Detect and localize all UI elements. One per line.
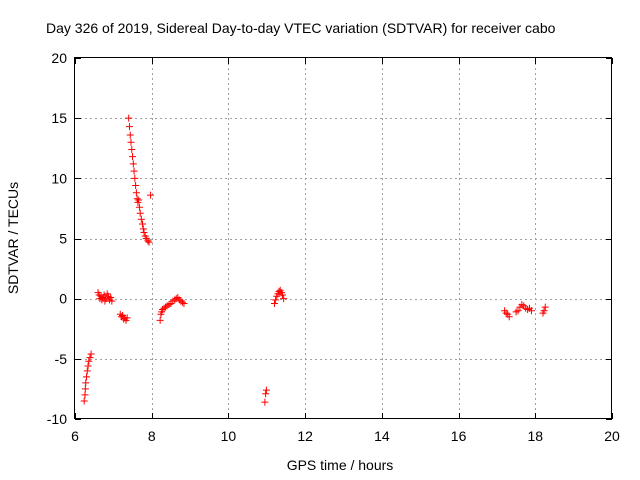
data-point (108, 297, 116, 305)
plot-frame (74, 57, 612, 419)
data-point (137, 215, 145, 223)
data-point (135, 203, 143, 211)
data-point (178, 298, 186, 306)
data-point (127, 138, 135, 146)
data-point (83, 373, 91, 381)
data-point (136, 209, 144, 217)
data-point (279, 291, 287, 299)
data-point (129, 160, 137, 168)
data-point (512, 308, 520, 316)
data-points (80, 114, 549, 406)
data-point (139, 220, 147, 228)
data-point (81, 391, 89, 399)
data-point (180, 299, 188, 307)
data-point (262, 390, 270, 398)
data-point (139, 225, 147, 233)
data-point (131, 174, 139, 182)
data-point (132, 189, 140, 197)
data-point (144, 237, 152, 245)
data-point (128, 145, 136, 153)
data-point (140, 228, 148, 236)
x-tick-label: 14 (374, 428, 390, 444)
data-point (130, 167, 138, 175)
x-tick-label: 16 (451, 428, 467, 444)
data-point (100, 291, 108, 299)
data-point (126, 131, 134, 139)
y-tick-label: -5 (55, 351, 68, 367)
data-point (82, 379, 90, 387)
y-tick-label: -10 (47, 411, 67, 427)
data-point (135, 196, 143, 204)
data-point (502, 309, 510, 317)
data-point (84, 362, 92, 370)
data-point (81, 385, 89, 393)
grid (75, 58, 612, 419)
data-point (87, 350, 95, 358)
data-point (129, 153, 137, 161)
y-tick-label: 15 (51, 110, 67, 126)
y-tick-label: 20 (51, 50, 67, 66)
data-point (505, 313, 513, 321)
data-point (524, 305, 532, 313)
data-point (156, 316, 164, 324)
data-point (527, 307, 535, 315)
data-point (133, 195, 141, 203)
data-point (261, 398, 269, 406)
data-point (145, 238, 153, 246)
y-tick-label: 0 (59, 291, 67, 307)
data-point (83, 367, 91, 375)
data-point (107, 293, 115, 301)
data-point (514, 307, 522, 315)
y-tick-label: 5 (59, 231, 67, 247)
data-point (280, 295, 288, 303)
data-point (132, 182, 140, 190)
x-axis-label: GPS time / hours (287, 457, 394, 473)
x-tick-label: 6 (71, 428, 79, 444)
x-tick-label: 8 (148, 428, 156, 444)
data-point (262, 386, 270, 394)
y-axis-label: SDTVAR / TECUs (5, 182, 21, 294)
chart-title: Day 326 of 2019, Sidereal Day-to-day VTE… (46, 20, 556, 36)
data-point (85, 357, 93, 365)
x-tick-label: 18 (527, 428, 543, 444)
data-point (172, 295, 180, 303)
data-point (270, 299, 278, 307)
data-point (125, 114, 133, 122)
data-point (123, 314, 131, 322)
data-point (80, 397, 88, 405)
y-tick-label: 10 (51, 170, 67, 186)
data-point (125, 123, 133, 131)
x-tick-label: 12 (297, 428, 313, 444)
data-point (272, 296, 280, 304)
x-tick-label: 10 (221, 428, 237, 444)
data-point (86, 354, 94, 362)
axis-ticks: 6 8 10 12 14 16 18 20 -10 -5 0 5 10 15 20 (47, 50, 620, 444)
x-tick-label: 20 (604, 428, 620, 444)
data-point (540, 307, 548, 315)
data-point (147, 191, 155, 199)
data-point (541, 303, 549, 311)
